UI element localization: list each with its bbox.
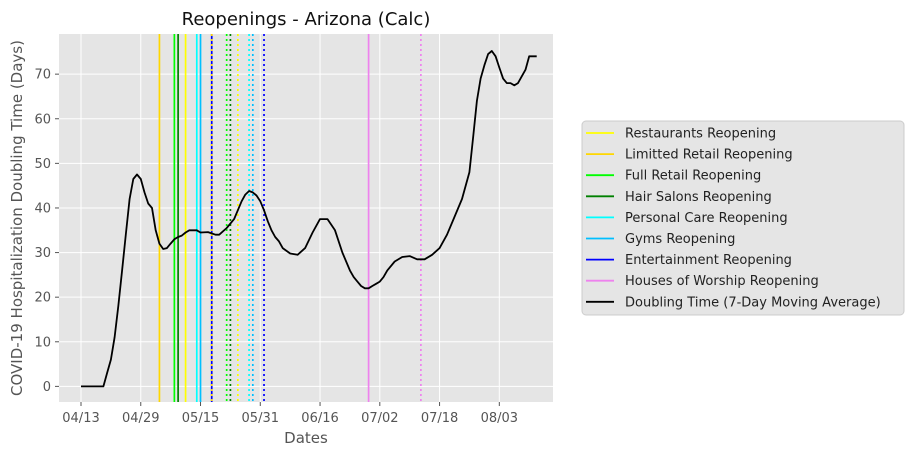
legend-label: Limitted Retail Reopening <box>625 148 793 163</box>
legend-label: Gyms Reopening <box>625 232 735 247</box>
y-tick-label: 70 <box>34 68 51 83</box>
legend-label: Full Retail Reopening <box>625 169 761 184</box>
event-lines <box>158 34 422 402</box>
series-lines <box>81 50 537 388</box>
x-tick-label: 08/03 <box>481 411 518 426</box>
legend-label: Doubling Time (7-Day Moving Average) <box>625 295 881 310</box>
x-tick-label: 05/31 <box>242 411 279 426</box>
y-axis-label: COVID-19 Hospitalization Doubling Time (… <box>8 40 26 396</box>
legend: Restaurants Reopening Limitted Retail Reo… <box>581 120 905 316</box>
legend-label: Entertainment Reopening <box>625 253 792 268</box>
x-tick-label: 05/15 <box>182 411 219 426</box>
y-tick-label: 30 <box>34 246 51 261</box>
y-tick-label: 40 <box>34 201 51 216</box>
legend-label: Houses of Worship Reopening <box>625 274 819 289</box>
x-tick-label: 07/02 <box>361 411 398 426</box>
legend-box <box>581 120 905 316</box>
chart-title: Reopenings - Arizona (Calc) <box>182 9 431 30</box>
y-tick-label: 0 <box>43 380 51 395</box>
y-tick-label: 20 <box>34 291 51 306</box>
x-axis-ticks: 04/13 04/29 05/15 05/31 06/16 07/02 07/18 08/03 <box>62 402 518 426</box>
x-axis-label: Dates <box>284 429 328 447</box>
x-tick-label: 04/29 <box>122 411 159 426</box>
x-tick-label: 07/18 <box>421 411 458 426</box>
plot-area <box>59 34 553 402</box>
y-axis-ticks: 0 10 20 30 40 50 60 70 <box>34 68 59 395</box>
y-tick-label: 10 <box>34 335 51 350</box>
series-line <box>81 50 537 388</box>
legend-label: Restaurants Reopening <box>625 127 776 142</box>
x-tick-label: 06/16 <box>301 411 338 426</box>
y-tick-label: 60 <box>34 112 51 127</box>
y-tick-label: 50 <box>34 157 51 172</box>
legend-label: Personal Care Reopening <box>625 211 788 226</box>
legend-label: Hair Salons Reopening <box>625 190 772 205</box>
x-tick-label: 04/13 <box>62 411 99 426</box>
